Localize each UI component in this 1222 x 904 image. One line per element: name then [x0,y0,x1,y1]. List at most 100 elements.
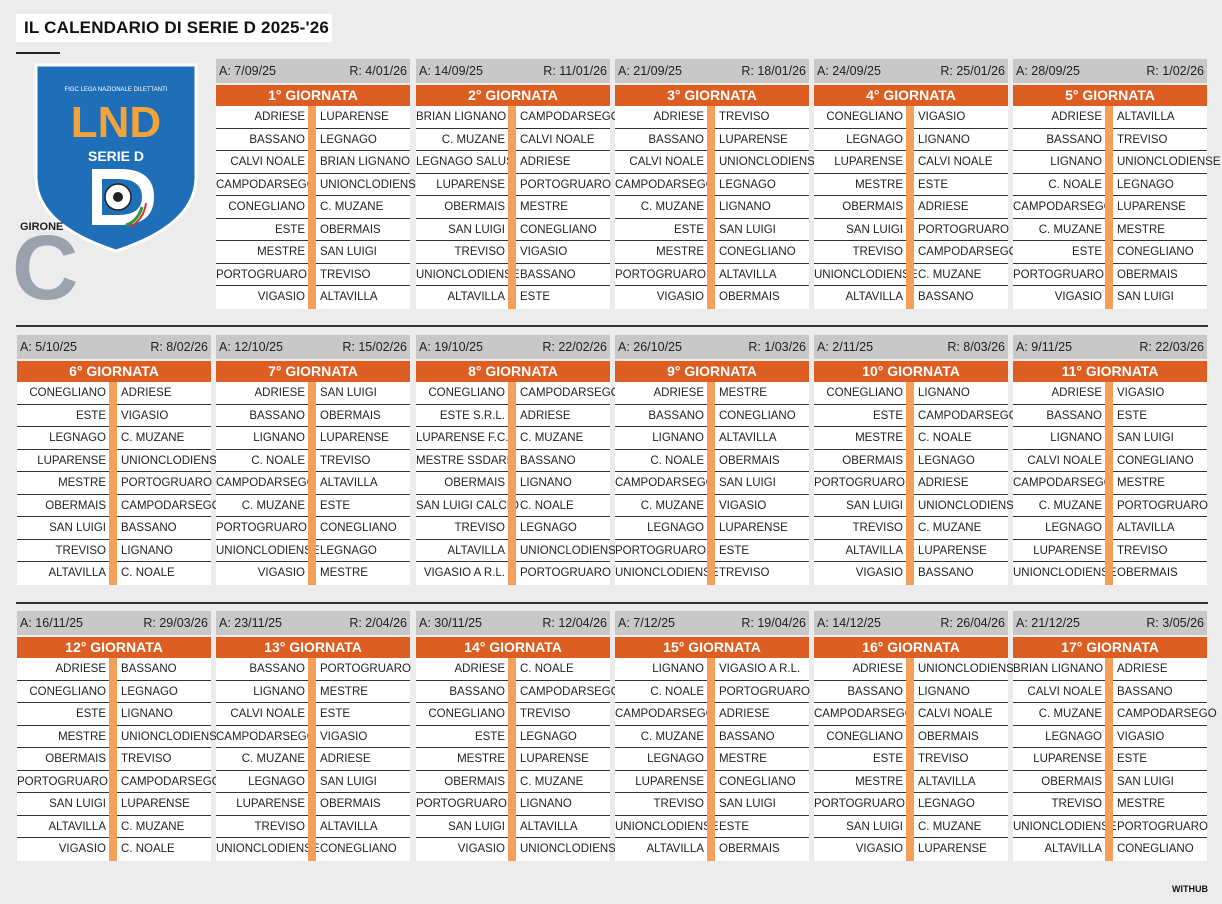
away-team: LEGNAGO [918,454,975,467]
away-team: ALTAVILLA [1117,522,1175,534]
home-team: UNIONCLODIENSE [1013,820,1117,833]
home-team: OBERMAIS [842,201,903,213]
match-row: LUPARENSE CALVI NOALE [814,151,1008,174]
away-team: MESTRE [719,387,767,399]
lnd-serie-d-logo: FIGC LEGA NAZIONALE DILETTANTI LND SERIE… [34,63,198,253]
giornata-dates: A: 16/11/25 R: 29/03/26 [17,611,211,635]
away-team: UNIONCLODIENSE [719,156,823,168]
match-list: ADRIESE VIGASIO BASSANO ESTE LIGNANO SAN LUIG… [1013,382,1208,585]
home-team: PORTOGRUARO [814,798,905,810]
match-row: LIGNANO LUPARENSE [216,427,410,450]
away-team: ALTAVILLA [520,820,578,833]
away-team: VIGASIO [918,111,966,123]
match-row: LEGNAGO VIGASIO [1013,726,1207,748]
away-team: MESTRE [1117,798,1165,810]
giornata-block: A: 28/09/25 R: 1/02/26 5° GIORNATA ADRIESE A… [1013,59,1221,309]
home-team: ADRIESE [1051,387,1103,399]
home-team: LEGNAGO [1045,730,1102,743]
home-team: ALTAVILLA [845,291,903,303]
away-team: TREVISO [1117,133,1168,146]
match-row: BASSANO PORTOGRUARO [216,658,411,681]
giornata-dates: A: 28/09/25 R: 1/02/26 [1013,59,1207,83]
home-team: VIGASIO [457,843,505,855]
away-team: BASSANO [1117,685,1173,698]
home-team: CONEGLIANO [29,387,106,399]
away-team: ESTE [320,708,351,720]
match-row: BASSANO CONEGLIANO [615,405,809,427]
away-team: TREVISO [1117,544,1168,557]
match-row: ALTAVILLA BASSANO [814,286,1008,309]
giornata-title: 2° GIORNATA [416,85,610,106]
home-team: CAMPODARSEGO [814,708,914,720]
match-row: ALTAVILLA C. NOALE [17,562,211,585]
home-team: LEGNAGO [248,775,305,788]
ritorno-date: R: 18/01/26 [741,64,806,78]
giornata-title: 12° GIORNATA [17,637,211,658]
match-row: LEGNAGO SALUS ADRIESE [416,151,610,174]
match-row: C. NOALE PORTOGRUARO [615,681,810,703]
row-divider [16,602,1208,604]
away-team: LUPARENSE [520,753,589,765]
away-team: SAN LUIGI [719,477,776,489]
home-team: LUPARENSE F.C. [416,432,509,444]
giornata-title: 14° GIORNATA [416,637,610,658]
home-team: ALTAVILLA [845,544,903,557]
home-team: OBERMAIS [842,454,903,467]
away-team: BASSANO [918,567,974,579]
match-row: VIGASIO LUPARENSE [814,838,1008,861]
home-team: ADRIESE [254,111,306,123]
giornata-dates: A: 30/11/25 R: 12/04/26 [416,611,610,635]
home-team: LUPARENSE [37,454,106,467]
home-team: OBERMAIS [444,477,505,489]
away-team: LEGNAGO [520,730,577,743]
away-team: SAN LUIGI [320,775,377,788]
giornata-block: A: 7/09/25 R: 4/01/26 1° GIORNATA ADRIESE LU… [216,59,424,309]
home-team: MESTRE [855,432,903,444]
away-team: ESTE [520,291,551,303]
home-team: LUPARENSE [436,178,505,191]
away-team: TREVISO [918,753,969,765]
away-team: ADRIESE [121,387,172,399]
match-row: CONEGLIANO LIGNANO [814,382,1008,405]
home-team: C. NOALE [650,454,704,467]
home-team: CAMPODARSEGO [216,730,316,743]
match-row: LUPARENSE TREVISO [1013,540,1207,562]
home-team: TREVISO [653,798,704,810]
match-row: LUPARENSE CONEGLIANO [615,771,809,793]
giornata-block: A: 21/09/25 R: 18/01/26 3° GIORNATA ADRIESE… [615,59,823,309]
home-team: CONEGLIANO [826,387,903,399]
away-team: CAMPODARSEGO [1117,708,1217,720]
away-team: OBERMAIS [320,409,381,422]
giornata-block: A: 30/11/25 R: 12/04/26 14° GIORNATA ADRIES… [416,611,624,861]
home-team: BASSANO [249,663,305,675]
match-row: LEGNAGO SAN LUIGI [216,771,410,793]
home-team: LUPARENSE [1033,753,1102,765]
match-row: C. NOALE TREVISO [216,450,410,472]
away-team: CAMPODARSEGO [520,111,620,123]
giornata-dates: A: 19/10/25 R: 22/02/26 [416,335,610,359]
home-team: LEGNAGO [846,133,903,146]
home-team: VIGASIO A R.L. [423,567,505,579]
andata-date: A: 28/09/25 [1016,64,1080,78]
away-team: ADRIESE [320,753,371,765]
match-row: C. MUZANE PORTOGRUARO [1013,495,1208,517]
away-team: LIGNANO [520,477,572,489]
home-team: PORTOGRUARO [216,268,307,281]
away-team: SAN LUIGI [719,798,776,810]
match-row: SAN LUIGI C. MUZANE [814,816,1008,838]
home-team: LIGNANO [253,432,305,444]
home-team: LIGNANO [253,685,305,698]
away-team: BASSANO [918,291,974,303]
away-team: C. MUZANE [918,522,982,534]
home-team: ESTE [75,409,106,422]
match-row: PORTOGRUARO LIGNANO [416,793,610,816]
match-row: MESTRE CONEGLIANO [615,241,809,264]
away-team: C. MUZANE [121,820,185,833]
home-team: C. NOALE [1048,178,1102,191]
match-row: C. MUZANE CAMPODARSEGO [1013,703,1217,726]
home-team: LEGNAGO [647,753,704,765]
match-row: LIGNANO VIGASIO A R.L. [615,658,809,681]
home-team: MESTRE [855,178,903,191]
ritorno-date: R: 4/01/26 [349,64,407,78]
match-row: C. MUZANE ADRIESE [216,748,410,771]
